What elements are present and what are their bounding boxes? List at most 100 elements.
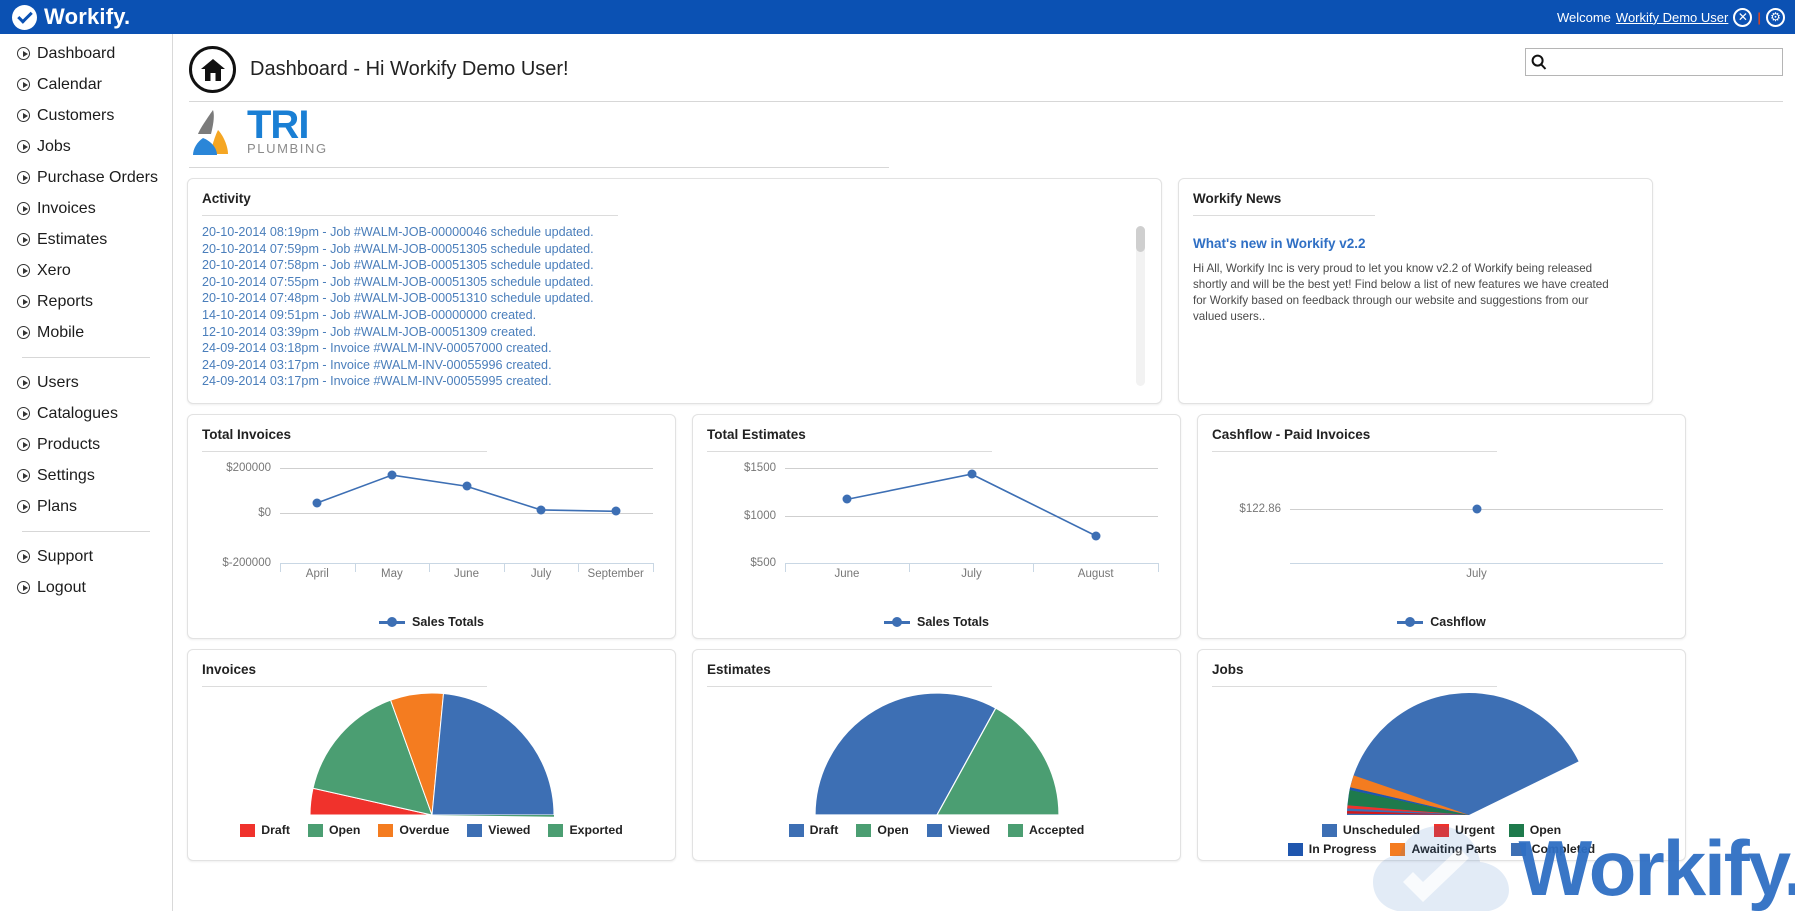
legend-label: Viewed xyxy=(488,823,531,837)
home-icon[interactable] xyxy=(189,46,236,93)
sidebar-item-calendar[interactable]: Calendar xyxy=(0,69,172,100)
data-point[interactable] xyxy=(611,506,621,516)
sidebar-item-users[interactable]: Users xyxy=(0,367,172,398)
sidebar-item-plans[interactable]: Plans xyxy=(0,491,172,522)
activity-entry[interactable]: 20-10-2014 07:55pm - Job #WALM-JOB-00051… xyxy=(202,274,594,289)
legend-label: Unscheduled xyxy=(1342,823,1421,837)
legend-label: Completed xyxy=(1531,842,1596,856)
sidebar-item-dashboard[interactable]: Dashboard xyxy=(0,38,172,69)
sidebar-item-invoices[interactable]: Invoices xyxy=(0,193,172,224)
brand-logo[interactable]: Workify. xyxy=(0,4,130,30)
sidebar-group-account: Support Logout xyxy=(0,541,172,603)
sidebar-item-label: Reports xyxy=(37,292,94,310)
activity-scrollbar[interactable] xyxy=(1136,226,1145,386)
sidebar-item-label: Xero xyxy=(37,261,71,279)
sidebar-item-settings[interactable]: Settings xyxy=(0,460,172,491)
gridline xyxy=(280,512,653,514)
sidebar-item-label: Purchase Orders xyxy=(37,168,158,186)
legend-item[interactable]: Completed xyxy=(1510,842,1596,856)
sidebar-item-mobile[interactable]: Mobile xyxy=(0,317,172,348)
data-point[interactable] xyxy=(842,494,852,504)
sidebar-group-primary: Dashboard Calendar Customers Jobs Purcha… xyxy=(0,38,172,348)
main-content: Dashboard - Hi Workify Demo User! TRI PL… xyxy=(173,34,1795,911)
play-circle-icon xyxy=(17,407,30,420)
legend-item[interactable]: Urgent xyxy=(1434,823,1495,837)
sidebar-item-purchase-orders[interactable]: Purchase Orders xyxy=(0,162,172,193)
legend-item[interactable]: Draft xyxy=(240,823,290,837)
card-title: Activity xyxy=(202,191,251,206)
news-card: Workify News What's new in Workify v2.2 … xyxy=(1178,178,1653,404)
data-point[interactable] xyxy=(462,481,471,491)
data-point[interactable] xyxy=(1472,504,1481,514)
global-search[interactable] xyxy=(1525,48,1783,76)
legend-item[interactable]: Overdue xyxy=(378,823,449,837)
news-headline-link[interactable]: What's new in Workify v2.2 xyxy=(1193,236,1366,251)
activity-entry[interactable]: 24-09-2014 03:17pm - Invoice #WALM-INV-0… xyxy=(202,357,552,372)
legend-item[interactable]: Awaiting Parts xyxy=(1390,842,1497,856)
legend-swatch-icon xyxy=(1390,842,1406,856)
legend-item[interactable]: Viewed xyxy=(926,823,990,837)
activity-entry[interactable]: 14-10-2014 09:51pm - Job #WALM-JOB-00000… xyxy=(202,307,537,322)
data-point[interactable] xyxy=(312,498,322,508)
legend-item[interactable]: Open xyxy=(856,823,909,837)
activity-list[interactable]: 20-10-2014 08:19pm - Job #WALM-JOB-00000… xyxy=(202,224,1147,394)
legend-label: Accepted xyxy=(1028,823,1085,837)
gear-icon[interactable]: ⚙ xyxy=(1766,7,1785,27)
total-estimates-chart-card: Total Estimates $150 xyxy=(692,414,1181,639)
sidebar-item-products[interactable]: Products xyxy=(0,429,172,460)
header-divider xyxy=(189,101,1783,102)
x-tick-label: June xyxy=(834,568,860,580)
sidebar-item-logout[interactable]: Logout xyxy=(0,572,172,603)
sidebar-item-reports[interactable]: Reports xyxy=(0,286,172,317)
sidebar-item-label: Customers xyxy=(37,106,115,124)
sidebar-item-support[interactable]: Support xyxy=(0,541,172,572)
legend-label: Viewed xyxy=(947,823,990,837)
sidebar-item-jobs[interactable]: Jobs xyxy=(0,131,172,162)
legend-item[interactable]: Accepted xyxy=(1007,823,1085,837)
tri-wordmark: TRI PLUMBING xyxy=(247,105,328,156)
sidebar-item-label: Catalogues xyxy=(37,404,118,422)
activity-entry[interactable]: 20-10-2014 07:58pm - Job #WALM-JOB-00051… xyxy=(202,258,594,273)
page-header: Dashboard - Hi Workify Demo User! xyxy=(173,34,1795,102)
sidebar-item-customers[interactable]: Customers xyxy=(0,100,172,131)
y-tick-label: $122.86 xyxy=(1239,503,1281,516)
news-body: Hi All, Workify Inc is very proud to let… xyxy=(1193,262,1609,323)
data-point[interactable] xyxy=(967,469,976,479)
welcome-label: Welcome xyxy=(1556,9,1611,25)
activity-entry[interactable]: 24-09-2014 03:18pm - Invoice #WALM-INV-0… xyxy=(202,341,552,356)
play-circle-icon xyxy=(17,140,30,153)
data-point[interactable] xyxy=(536,505,546,515)
sidebar-item-xero[interactable]: Xero xyxy=(0,255,172,286)
legend-item[interactable]: Draft xyxy=(788,823,838,837)
close-icon[interactable]: ✕ xyxy=(1733,7,1753,27)
legend-item[interactable]: Viewed xyxy=(467,823,530,837)
activity-entry[interactable]: 20-10-2014 08:19pm - Job #WALM-JOB-00000… xyxy=(202,225,594,239)
activity-entry[interactable]: 20-10-2014 07:48pm - Job #WALM-JOB-00051… xyxy=(202,291,594,306)
invoices-semicircle xyxy=(202,691,661,819)
activity-entry[interactable]: 20-10-2014 07:59pm - Job #WALM-JOB-00051… xyxy=(202,241,594,256)
legend-item[interactable]: Exported xyxy=(548,823,623,837)
activity-scrollbar-thumb[interactable] xyxy=(1136,226,1145,252)
legend-item[interactable]: In Progress xyxy=(1287,842,1376,856)
play-circle-icon xyxy=(17,295,30,308)
user-profile-link[interactable]: Workify Demo User xyxy=(1615,9,1729,25)
data-point[interactable] xyxy=(1091,531,1101,541)
legend-swatch-icon xyxy=(1508,823,1524,837)
legend-label: Urgent xyxy=(1455,823,1495,837)
legend-swatch-icon xyxy=(1287,842,1303,856)
legend-item[interactable]: Unscheduled xyxy=(1321,823,1421,837)
activity-entry[interactable]: 24-09-2014 03:17pm - Invoice #WALM-INV-0… xyxy=(202,374,552,389)
legend-item[interactable]: Open xyxy=(307,823,360,837)
gridline xyxy=(280,468,653,470)
play-circle-icon xyxy=(17,326,30,339)
activity-entry[interactable]: 12-10-2014 03:39pm - Job #WALM-JOB-00051… xyxy=(202,324,537,339)
axis-tick xyxy=(280,563,281,572)
card-title: Total Estimates xyxy=(707,427,806,442)
y-tick-label: $1500 xyxy=(744,462,776,475)
legend-item[interactable]: Open xyxy=(1508,823,1561,837)
x-tick-label: June xyxy=(454,568,479,580)
data-point[interactable] xyxy=(387,470,397,480)
search-input[interactable] xyxy=(1552,49,1782,75)
sidebar-item-catalogues[interactable]: Catalogues xyxy=(0,398,172,429)
sidebar-item-estimates[interactable]: Estimates xyxy=(0,224,172,255)
